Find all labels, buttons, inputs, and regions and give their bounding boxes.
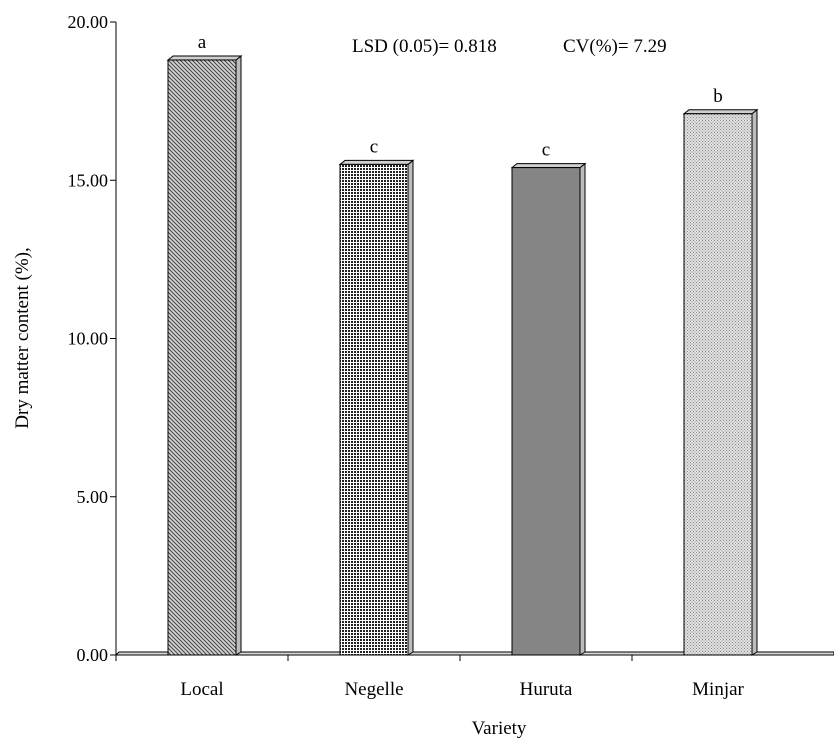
bar-minjar [682,108,759,656]
bar-negelle [338,159,415,656]
significance-letter: c [370,136,378,157]
bar-side [407,159,414,656]
x-axis-label: Variety [472,718,527,738]
bar-front [167,59,237,656]
significance-letter: a [198,32,207,53]
significance-letter: b [713,86,723,107]
lsd-annotation: LSD (0.05)= 0.818 [352,36,497,57]
bars [166,54,759,656]
y-axis-label: Dry matter content (%), [12,247,33,428]
labels: a Local c Negelle c Huruta b Minjar [180,32,744,700]
bar-front [339,163,409,656]
bar-huruta [510,162,587,656]
bar-top [166,55,243,61]
axes: 0.00 5.00 10.00 15.00 20.00 [68,12,834,665]
x-tick-label: Minjar [692,679,744,700]
bar-top [510,163,587,169]
y-tick-label: 10.00 [68,329,109,349]
bar-side [235,54,242,656]
significance-letter: c [542,140,550,161]
x-tick-label: Huruta [520,679,573,700]
bar-local [166,54,243,656]
y-tick-label: 5.00 [77,487,109,507]
bar-front [683,113,753,656]
bar-top [338,159,415,165]
y-tick-label: 15.00 [68,170,109,190]
bar-top [682,109,759,115]
cv-annotation: CV(%)= 7.29 [563,36,667,57]
bar-front [511,167,581,656]
x-tick-label: Local [180,679,223,700]
y-tick-label: 20.00 [68,12,109,32]
y-tick-label: 0.00 [77,645,109,665]
bar-side [579,162,586,656]
x-axis-floor [114,651,834,656]
bar-side [751,108,758,656]
x-tick-label: Negelle [344,679,403,700]
